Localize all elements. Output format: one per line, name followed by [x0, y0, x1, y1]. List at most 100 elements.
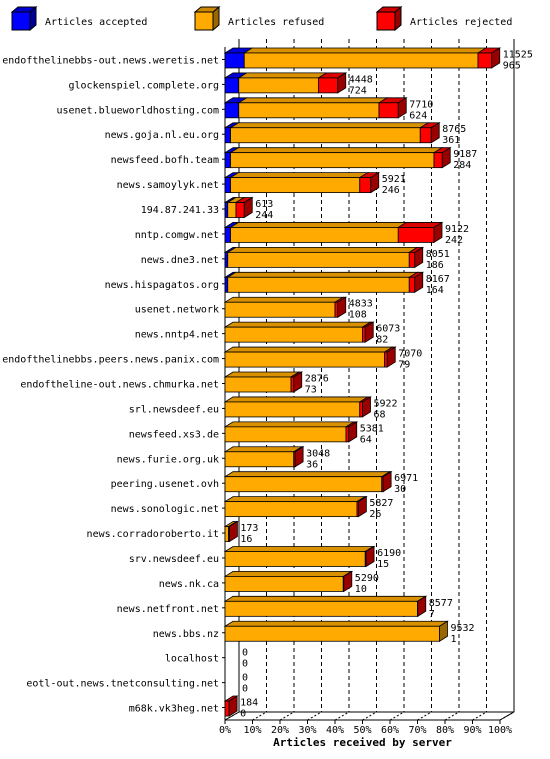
bar-refused-top [223, 471, 392, 478]
total-count-label: 613 [255, 199, 273, 210]
server-label: news.nntp4.net [135, 330, 219, 341]
total-count-label: 7070 [398, 349, 422, 360]
server-label: news.hispagatos.org [105, 280, 219, 291]
total-count-label: 8577 [429, 598, 453, 609]
total-count-label: 8051 [426, 249, 450, 260]
total-count-label: 0 [242, 648, 248, 659]
bar-rejected [224, 700, 230, 717]
server-label: news.bbs.nz [153, 629, 219, 640]
bar-rejected-side [491, 47, 501, 69]
server-label: news.furie.org.uk [117, 454, 219, 465]
bar-rejected-side [365, 545, 375, 568]
bar-rejected-side [430, 122, 440, 144]
rejected-count-label: 0 [240, 709, 246, 720]
bar-refused [224, 501, 358, 518]
bar-refused [224, 451, 295, 468]
bar-rejected-side [294, 446, 304, 468]
rejected-count-label: 15 [377, 559, 389, 570]
bar-refused [224, 476, 383, 493]
x-tick-label: 50% [353, 725, 371, 736]
server-label: localhost [165, 654, 219, 665]
total-count-label: 173 [240, 523, 258, 534]
bar-rejected-side [397, 97, 407, 119]
total-count-label: 4833 [349, 299, 373, 310]
bar-refused [230, 227, 399, 243]
bar-refused [227, 202, 237, 218]
bar-refused-top [223, 421, 356, 428]
bar-refused [224, 326, 363, 343]
bar-refused-top [229, 172, 370, 178]
grid-floor-line [499, 711, 515, 721]
total-count-label: 11525 [503, 49, 533, 60]
server-label: srv.newsdeef.eu [129, 554, 219, 565]
bar-rejected [359, 177, 372, 193]
bar-refused-top [229, 122, 430, 129]
bar-accepted [224, 202, 229, 218]
bar-refused-top [229, 222, 408, 228]
bar-refused [238, 77, 319, 94]
bar-accepted [224, 77, 240, 94]
rejected-count-label: 242 [445, 235, 463, 246]
x-axis-title: Articles received by server [273, 736, 452, 749]
x-tick-label: 80% [436, 725, 454, 736]
server-label: news.dne3.net [141, 255, 219, 266]
bar-rejected-side [441, 146, 451, 169]
bar-rejected [408, 276, 416, 293]
rejected-count-label: 82 [376, 335, 388, 346]
server-label: newsfeed.xs3.de [129, 429, 219, 440]
total-count-label: 9532 [451, 623, 475, 634]
bar-rejected-side [228, 520, 238, 543]
bar-rejected-side [357, 495, 367, 518]
bar-rejected-side [382, 470, 392, 493]
bar-rejected [433, 152, 443, 169]
bar-refused [224, 351, 385, 368]
server-label: eotl-out.news.tnetconsulting.net [26, 679, 219, 690]
bar-refused [224, 426, 347, 443]
bar-rejected-side [293, 371, 303, 393]
rejected-count-label: 108 [349, 310, 367, 321]
bar-refused [224, 576, 344, 592]
bar-refused [238, 102, 380, 119]
bar-refused-side [439, 620, 448, 642]
x-tick-label: 20% [271, 725, 289, 736]
server-label: glockenspiel.complete.org [68, 80, 219, 91]
bar-refused [227, 251, 410, 268]
grid-floor-line [307, 711, 322, 721]
legend-refused-label: Articles refused [228, 17, 324, 28]
rejected-count-label: 64 [360, 434, 372, 445]
bar-rejected [397, 227, 435, 243]
bar-refused [230, 152, 435, 169]
bar-rejected [290, 376, 295, 393]
legend-rejected-label: Articles rejected [410, 17, 512, 28]
server-label: news.nk.ca [159, 579, 219, 590]
rejected-count-label: 73 [305, 385, 317, 396]
bar-refused-top [223, 446, 304, 453]
bar-accepted [224, 276, 229, 293]
server-label: news.goja.nl.eu.org [105, 130, 219, 141]
bar-refused-top [223, 371, 301, 378]
rejected-count-label: 0 [242, 684, 248, 695]
total-count-label: 5921 [382, 174, 406, 185]
bar-refused [230, 127, 421, 144]
bar-refused-top [223, 321, 372, 328]
bar-accepted [224, 102, 240, 119]
bar-rejected [477, 52, 493, 69]
rejected-count-label: 624 [409, 110, 427, 121]
rejected-count-label: 36 [306, 459, 318, 470]
grid-floor-line [279, 711, 295, 721]
server-label: news.netfront.net [117, 604, 219, 615]
rejected-count-label: 0 [242, 659, 248, 670]
bar-rejected [318, 77, 339, 94]
total-count-label: 184 [240, 698, 258, 709]
rejected-count-label: 965 [503, 60, 521, 71]
server-label: usenet.network [135, 305, 219, 316]
bar-rejected [359, 401, 363, 418]
rejected-count-label: 1 [451, 634, 457, 645]
bar-accepted [224, 251, 229, 268]
rejected-count-label: 26 [369, 509, 381, 520]
rejected-count-label: 246 [382, 185, 400, 196]
x-tick-label: 0% [219, 725, 231, 736]
bar-refused-top [223, 346, 394, 353]
